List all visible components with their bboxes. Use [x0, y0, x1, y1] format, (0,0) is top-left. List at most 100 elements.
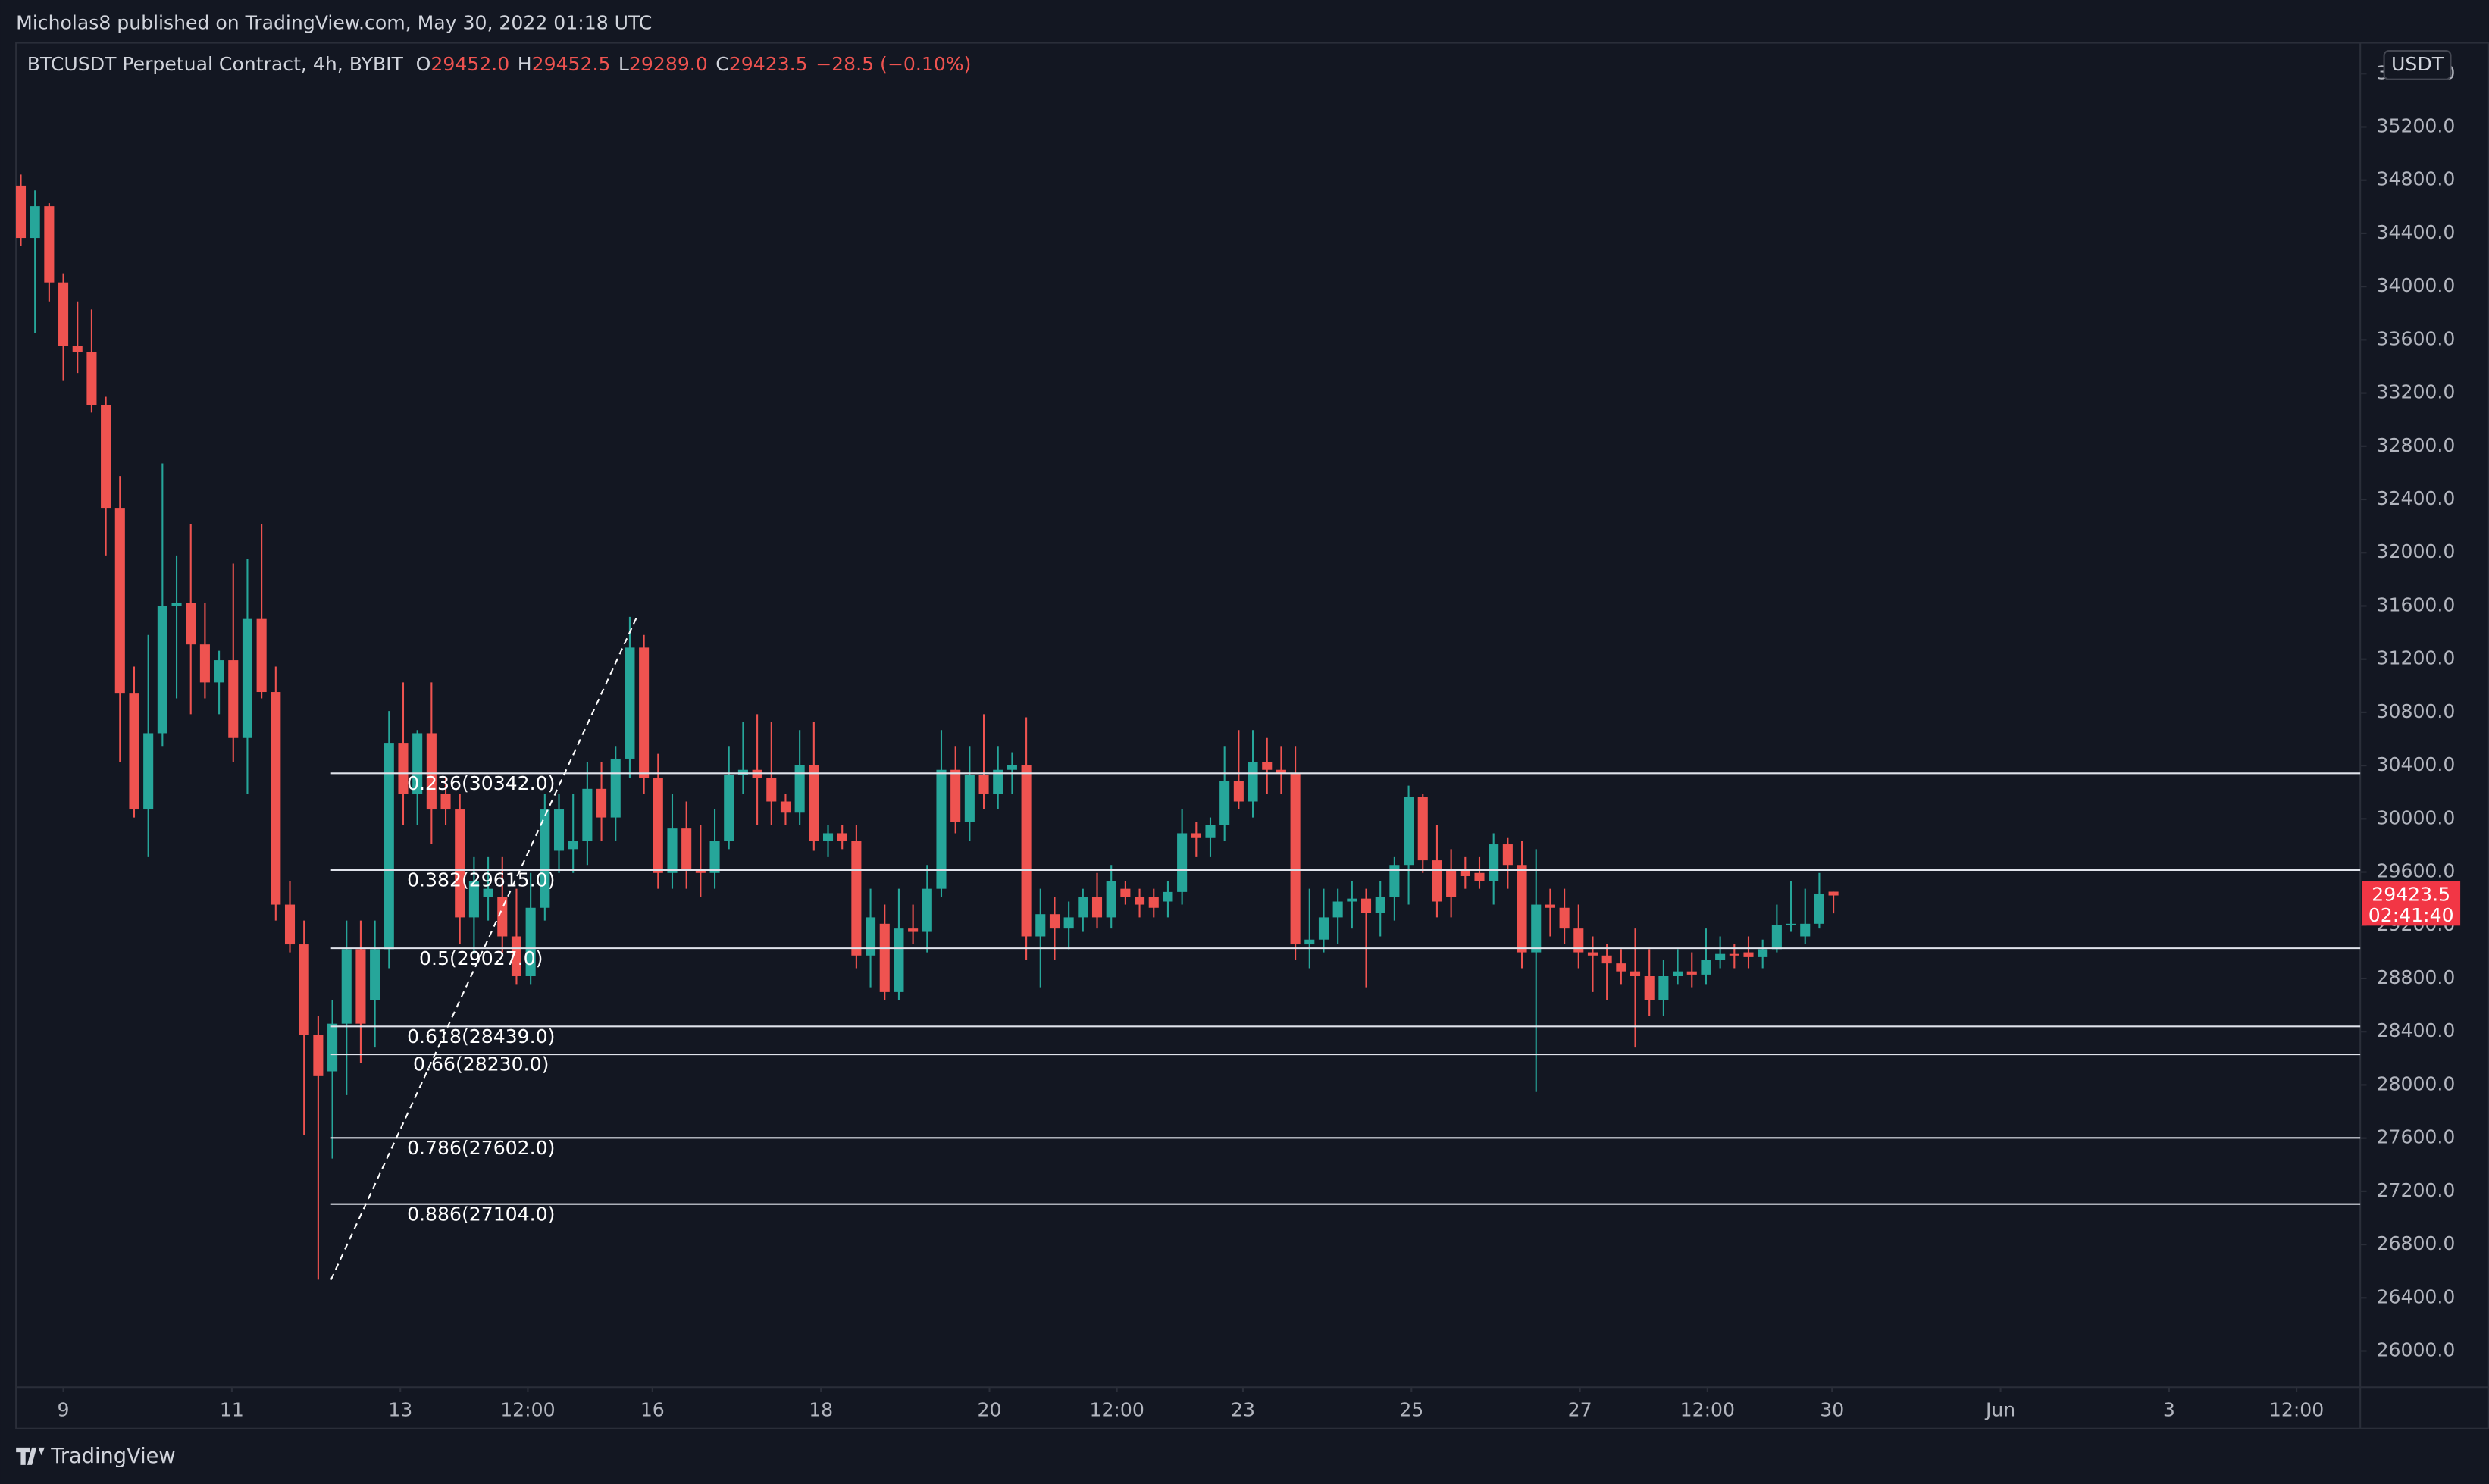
fib-label: 0.618(28439.0): [407, 1025, 555, 1047]
y-tick-label: 30000.0: [2377, 806, 2456, 828]
candle-body: [30, 206, 40, 239]
y-tick-label: 34800.0: [2377, 168, 2456, 190]
candle-body: [1828, 891, 1839, 896]
candle-body: [1729, 953, 1739, 956]
y-tick-label: 26800.0: [2377, 1232, 2456, 1254]
ohlc-key: C: [715, 53, 729, 75]
candle-body: [426, 733, 437, 810]
candle-body: [1389, 865, 1400, 897]
x-tick-label: 20: [978, 1399, 1002, 1421]
candle-body: [384, 743, 394, 950]
candle-body: [1106, 881, 1116, 918]
fib-label: 0.886(27104.0): [407, 1203, 555, 1225]
candle-body: [1758, 949, 1768, 957]
candle-body: [1559, 907, 1570, 929]
y-tick-label: 29600.0: [2377, 860, 2456, 882]
candle-body: [483, 888, 493, 897]
candle-body: [894, 928, 904, 992]
candle-body: [1318, 917, 1329, 940]
candle-body: [341, 949, 352, 1024]
y-tick-label: 30400.0: [2377, 753, 2456, 775]
candle-body: [1163, 891, 1173, 902]
candle-body: [143, 733, 154, 810]
candle-body: [101, 405, 111, 509]
candle-body: [242, 618, 252, 738]
candle-body: [1743, 952, 1754, 957]
x-tick-label: 12:00: [2269, 1399, 2324, 1421]
ohlc-value: 29423.5: [729, 53, 808, 75]
candle-body: [157, 606, 167, 734]
candle-body: [780, 801, 791, 813]
y-tick-label: 32800.0: [2377, 434, 2456, 456]
candle-body: [936, 769, 947, 889]
candle-body: [1049, 914, 1060, 929]
candle-body: [1545, 904, 1555, 908]
candle-body: [737, 769, 748, 775]
candle-body: [313, 1035, 324, 1076]
candle-body: [1191, 833, 1201, 838]
candle-body: [58, 282, 69, 346]
candle-body: [1673, 971, 1683, 976]
candle-body: [412, 733, 423, 794]
candle-body: [1233, 781, 1244, 802]
candle-body: [1502, 844, 1513, 866]
x-tick-label: 9: [58, 1399, 70, 1421]
candle-body: [766, 778, 777, 802]
x-tick-label: 12:00: [1089, 1399, 1144, 1421]
candle-body: [455, 809, 465, 918]
candle-body: [794, 765, 805, 813]
chart-header: BTCUSDT Perpetual Contract, 4h, BYBIT O29…: [27, 53, 972, 75]
candle-body: [1007, 765, 1017, 770]
publisher: Micholas8 published on TradingView.com, …: [16, 11, 652, 33]
y-tick-label: 34000.0: [2377, 274, 2456, 296]
candle-body: [1601, 955, 1612, 964]
candle-body: [1375, 897, 1385, 913]
candle-body: [1262, 762, 1273, 770]
candle-body: [1248, 762, 1258, 802]
candle-body: [186, 603, 196, 645]
candle-body: [1177, 833, 1188, 892]
candle-body: [72, 346, 83, 352]
candle-body: [468, 881, 479, 918]
candle-body: [1446, 869, 1457, 897]
candle-body: [1814, 893, 1824, 924]
fib-label: 0.786(27602.0): [407, 1137, 555, 1159]
logo-icon: [16, 1447, 45, 1465]
candle-body: [1078, 897, 1088, 918]
change: −28.5 (−0.10%): [816, 53, 971, 75]
candle-body: [199, 644, 210, 683]
candle-body: [724, 775, 734, 841]
x-tick-label: 11: [220, 1399, 244, 1421]
fib-label: 0.382(29615.0): [407, 869, 555, 891]
ohlc-value: 29289.0: [629, 53, 708, 75]
brand: TradingView: [50, 1445, 175, 1468]
candle-body: [709, 841, 720, 873]
candle-body: [978, 775, 989, 794]
ohlc-key: O: [416, 53, 431, 75]
candle-body: [1474, 872, 1485, 881]
ohlc-key: L: [618, 53, 629, 75]
x-tick-label: 27: [1568, 1399, 1592, 1421]
candle-body: [440, 794, 451, 810]
candle-body: [1686, 971, 1697, 975]
candle-body: [950, 769, 961, 822]
candle-body: [256, 618, 267, 693]
candle-body: [667, 828, 678, 873]
x-tick-label: 30: [1820, 1399, 1844, 1421]
x-tick-label: 16: [640, 1399, 665, 1421]
candle-body: [1205, 825, 1216, 838]
candle-body: [86, 352, 97, 405]
candle-body: [822, 833, 834, 841]
candle-body: [1360, 898, 1372, 913]
candle-body: [1063, 917, 1074, 929]
brand-logo: [16, 1447, 45, 1465]
y-tick-label: 31200.0: [2377, 647, 2456, 669]
last-price: 29423.5: [2372, 884, 2450, 906]
y-tick-label: 27600.0: [2377, 1126, 2456, 1148]
y-tick-label: 28800.0: [2377, 966, 2456, 988]
candle-body: [1489, 844, 1499, 881]
candle-body: [922, 888, 932, 932]
candle-body: [582, 788, 593, 841]
candle-body: [1332, 901, 1343, 918]
candle-body: [568, 841, 578, 850]
